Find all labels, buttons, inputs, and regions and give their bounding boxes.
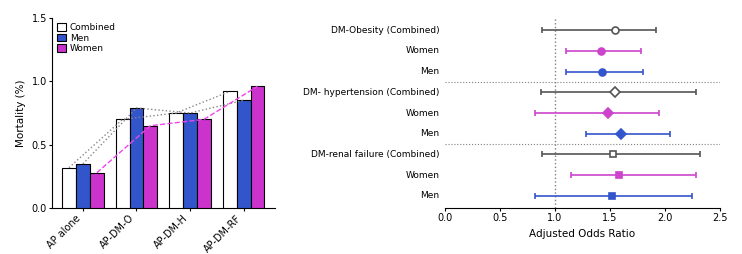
Bar [76,164,90,208]
Bar [62,168,76,208]
Bar [143,126,157,208]
Bar [237,100,251,208]
Text: DM-renal failure (Combined): DM-renal failure (Combined) [311,150,440,159]
X-axis label: Adjusted Odds Ratio: Adjusted Odds Ratio [529,229,636,239]
Bar [183,113,197,208]
Text: Women: Women [406,108,440,118]
Bar [116,119,130,208]
Text: Men: Men [421,191,440,200]
Bar [223,91,237,208]
Text: DM-Obesity (Combined): DM-Obesity (Combined) [331,26,440,35]
Bar [130,108,143,208]
Text: Women: Women [406,46,440,55]
Bar [251,86,264,208]
Text: Men: Men [421,67,440,76]
Y-axis label: Mortality (%): Mortality (%) [16,79,26,147]
Legend: Combined, Men, Women: Combined, Men, Women [56,22,117,54]
Text: Men: Men [421,129,440,138]
Bar [169,113,183,208]
Text: Women: Women [406,171,440,180]
Bar [197,119,211,208]
Bar [90,173,104,208]
Text: DM- hypertension (Combined): DM- hypertension (Combined) [303,88,440,97]
